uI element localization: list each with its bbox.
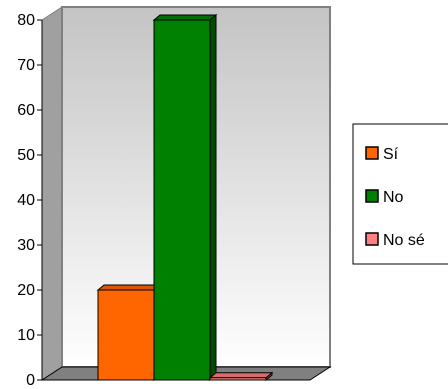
legend-swatch [365, 189, 379, 203]
legend: Sí No No sé [352, 123, 448, 265]
y-tick-label: 40 [17, 192, 35, 209]
bar-top [208, 372, 274, 379]
bar-front [209, 377, 267, 381]
bar [152, 13, 218, 382]
side-wall [41, 6, 63, 381]
bar-front [97, 289, 155, 381]
bar [208, 371, 274, 382]
y-tick-label: 60 [17, 102, 35, 119]
legend-label: No sé [383, 232, 425, 249]
legend-swatch [365, 232, 379, 246]
legend-swatch [365, 146, 379, 160]
y-tick-label: 70 [17, 57, 35, 74]
y-tick-label: 0 [26, 372, 35, 389]
legend-label: Sí [383, 146, 399, 163]
bar [96, 283, 162, 382]
y-tick-label: 80 [17, 12, 35, 29]
bar-front [153, 19, 211, 381]
y-tick-label: 20 [17, 282, 35, 299]
bar-series [96, 13, 274, 382]
bar-top [152, 14, 218, 21]
y-axis: 0 10 20 30 40 50 60 70 80 [17, 12, 43, 389]
y-tick-label: 30 [17, 237, 35, 254]
legend-label: No [383, 189, 404, 206]
bar-top [96, 284, 162, 291]
bar-side [209, 13, 217, 382]
y-tick-label: 50 [17, 147, 35, 164]
y-tick-label: 10 [17, 327, 35, 344]
